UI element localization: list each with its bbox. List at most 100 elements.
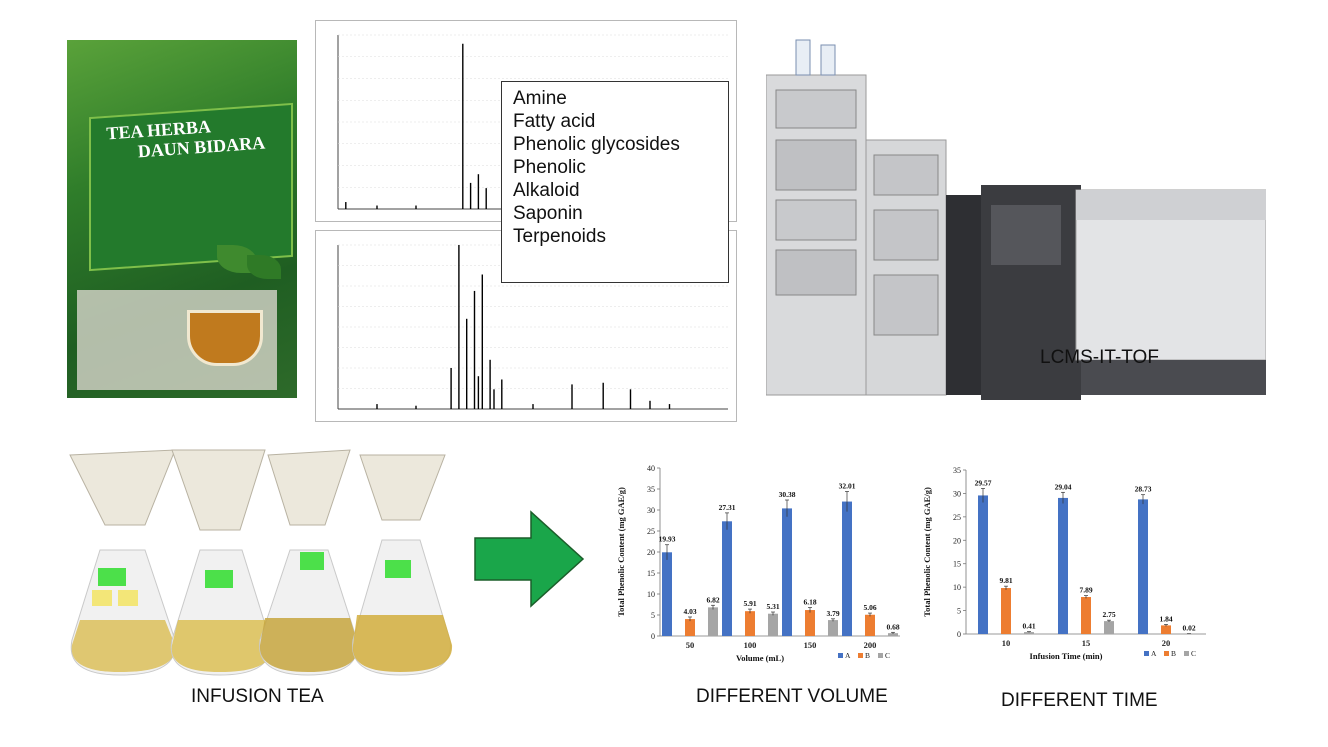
bar-a <box>978 495 988 634</box>
y-tick-label: 35 <box>953 466 961 475</box>
infusion-label: INFUSION TEA <box>191 686 324 707</box>
data-label: 30.38 <box>779 490 796 499</box>
data-label: 29.57 <box>975 478 992 487</box>
volume-caption: DIFFERENT VOLUME <box>696 686 888 707</box>
x-tick-label: 150 <box>804 640 817 650</box>
data-label: 0.41 <box>1022 622 1035 631</box>
x-axis-title: Volume (mL) <box>736 653 784 663</box>
x-tick-label: 20 <box>1162 638 1171 648</box>
bar-c <box>828 620 838 636</box>
y-tick-label: 10 <box>647 590 655 599</box>
bar-c <box>888 633 898 636</box>
data-label: 6.82 <box>706 595 719 604</box>
y-axis-title: Total Phenolic Content (mg GAE/g) <box>922 487 932 617</box>
leaf-icon <box>247 255 281 279</box>
y-tick-label: 5 <box>651 611 655 620</box>
y-tick-label: 35 <box>647 485 655 494</box>
legend-swatch-b <box>858 653 863 658</box>
data-label: 3.79 <box>826 609 839 618</box>
legend-swatch-b <box>1164 651 1169 656</box>
bar-b <box>685 619 695 636</box>
bar-b <box>745 611 755 636</box>
bar-c <box>1024 632 1034 634</box>
bar-b <box>1161 625 1171 634</box>
data-label: 19.93 <box>659 535 676 544</box>
compound-item: Phenolic <box>513 157 586 178</box>
spectrum-plot-bottom <box>337 244 728 410</box>
compound-item: Phenolic glycosides <box>513 134 680 155</box>
bar-c <box>768 613 778 636</box>
data-label: 2.75 <box>1102 610 1115 619</box>
compound-item: Amine <box>513 88 567 109</box>
bar-a <box>722 521 732 636</box>
data-label: 4.03 <box>683 607 696 616</box>
y-axis-title: Total Phenolic Content (mg GAE/g) <box>616 487 626 617</box>
x-axis-title: Infusion Time (min) <box>1030 651 1103 661</box>
data-label: 5.06 <box>863 603 876 612</box>
legend-swatch-c <box>1184 651 1189 656</box>
legend-label: C <box>1191 649 1196 658</box>
compound-item: Terpenoids <box>513 226 606 247</box>
bar-c <box>1104 621 1114 634</box>
lcms-instrument-photo <box>766 39 1266 400</box>
data-label: 28.73 <box>1135 485 1152 494</box>
data-label: 0.02 <box>1182 624 1195 633</box>
bar-a <box>842 501 852 636</box>
data-label: 32.01 <box>839 481 856 490</box>
legend-label: B <box>865 651 870 660</box>
chart-different-time: 0 5 10 15 20 25 30 35 10 29.57 9.81 0.41 15 29.04 7.89… <box>922 466 1206 661</box>
legend-swatch-c <box>878 653 883 658</box>
data-label: 1.84 <box>1159 614 1172 623</box>
data-label: 0.68 <box>886 622 899 631</box>
bar-c <box>708 607 718 636</box>
instrument-label: LCMS-IT-TOF <box>1040 347 1159 368</box>
compound-item: Alkaloid <box>513 180 580 201</box>
bar-b <box>1001 588 1011 634</box>
bar-b <box>865 614 875 636</box>
x-tick-label: 15 <box>1082 638 1091 648</box>
y-tick-label: 30 <box>953 489 961 498</box>
y-tick-label: 40 <box>647 464 655 473</box>
time-caption: DIFFERENT TIME <box>1001 690 1158 711</box>
legend-label: A <box>845 651 851 660</box>
legend-label: B <box>1171 649 1176 658</box>
y-tick-label: 15 <box>953 560 961 569</box>
x-tick-label: 10 <box>1002 638 1011 648</box>
data-label: 6.18 <box>803 598 816 607</box>
bar-a <box>662 552 672 636</box>
x-tick-label: 100 <box>744 640 757 650</box>
data-label: 9.81 <box>999 576 1012 585</box>
infusion-flasks-photo <box>69 449 453 676</box>
data-label: 5.91 <box>743 599 756 608</box>
data-label: 7.89 <box>1079 586 1092 595</box>
tea-cup <box>187 310 263 366</box>
y-tick-label: 15 <box>647 569 655 578</box>
y-tick-label: 5 <box>957 607 961 616</box>
x-tick-label: 200 <box>864 640 877 650</box>
legend-label: A <box>1151 649 1157 658</box>
y-tick-label: 0 <box>651 632 655 641</box>
y-tick-label: 25 <box>953 513 961 522</box>
y-tick-label: 20 <box>953 536 961 545</box>
compound-item: Saponin <box>513 203 583 224</box>
legend-label: C <box>885 651 890 660</box>
right-arrow-icon <box>474 510 585 608</box>
y-tick-label: 30 <box>647 506 655 515</box>
y-tick-label: 20 <box>647 548 655 557</box>
data-label: 29.04 <box>1055 482 1072 491</box>
compound-class-list: Amine Fatty acid Phenolic glycosides Phe… <box>501 81 729 283</box>
y-tick-label: 0 <box>957 630 961 639</box>
bar-a <box>1138 499 1148 634</box>
x-tick-label: 50 <box>686 640 695 650</box>
data-label: 5.31 <box>766 602 779 611</box>
compound-item: Fatty acid <box>513 111 596 132</box>
chart-different-volume: 0 5 10 15 20 25 30 35 40 50 19.93 4.03 6.82 100 27.31 5… <box>616 464 900 663</box>
data-label: 27.31 <box>719 503 736 512</box>
bar-a <box>782 508 792 636</box>
y-tick-label: 25 <box>647 527 655 536</box>
y-tick-label: 10 <box>953 583 961 592</box>
bar-b <box>1081 597 1091 634</box>
bar-a <box>1058 497 1068 634</box>
tea-package-photo: TEA HERBA DAUN BIDARA <box>67 40 297 398</box>
legend-swatch-a <box>1144 651 1149 656</box>
